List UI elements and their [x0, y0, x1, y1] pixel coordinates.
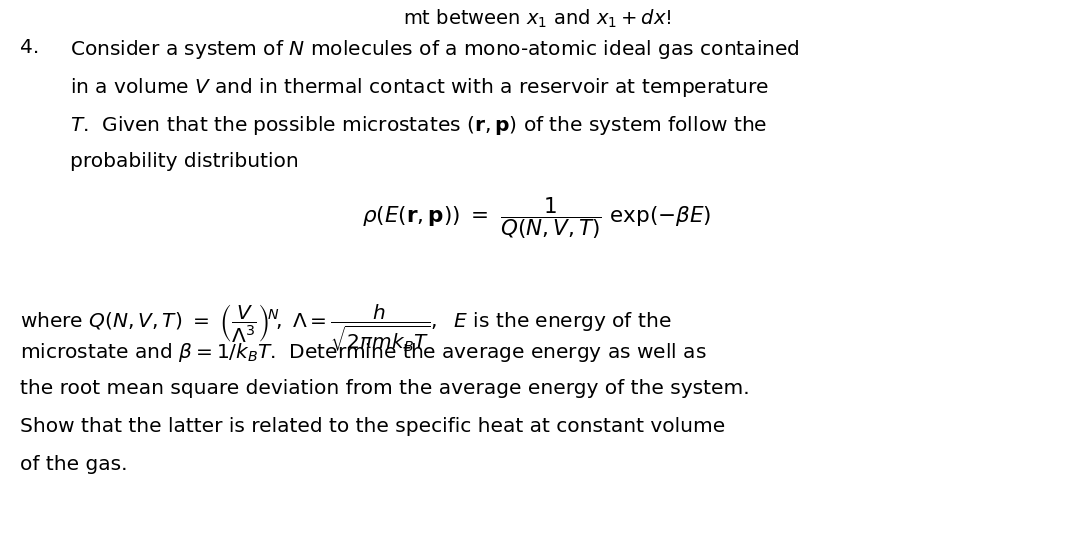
Text: $T$.  Given that the possible microstates $(\mathbf{r}, \mathbf{p})$ of the syst: $T$. Given that the possible microstates…	[70, 114, 767, 137]
Text: where $Q(N,V,T) \ = \ \left(\dfrac{V}{\Lambda^3}\right)^{\!N}\!,\ \Lambda = \dfr: where $Q(N,V,T) \ = \ \left(\dfrac{V}{\L…	[20, 303, 671, 355]
Text: in a volume $V$ and in thermal contact with a reservoir at temperature: in a volume $V$ and in thermal contact w…	[70, 76, 769, 99]
Text: $\rho(E(\mathbf{r}, \mathbf{p})) \ = \ \dfrac{1}{Q(N,V,T)} \ \exp(-\beta E)$: $\rho(E(\mathbf{r}, \mathbf{p})) \ = \ \…	[362, 195, 712, 241]
Text: the root mean square deviation from the average energy of the system.: the root mean square deviation from the …	[20, 379, 750, 398]
Text: mt between $x_1$ and $x_1 + dx$!: mt between $x_1$ and $x_1 + dx$!	[403, 8, 671, 30]
Text: Consider a system of $N$ molecules of a mono-atomic ideal gas contained: Consider a system of $N$ molecules of a …	[70, 38, 800, 61]
Text: Show that the latter is related to the specific heat at constant volume: Show that the latter is related to the s…	[20, 417, 725, 436]
Text: microstate and $\beta = 1/k_BT$.  Determine the average energy as well as: microstate and $\beta = 1/k_BT$. Determi…	[20, 341, 707, 364]
Text: 4.: 4.	[20, 38, 40, 57]
Text: probability distribution: probability distribution	[70, 152, 299, 171]
Text: of the gas.: of the gas.	[20, 455, 128, 474]
